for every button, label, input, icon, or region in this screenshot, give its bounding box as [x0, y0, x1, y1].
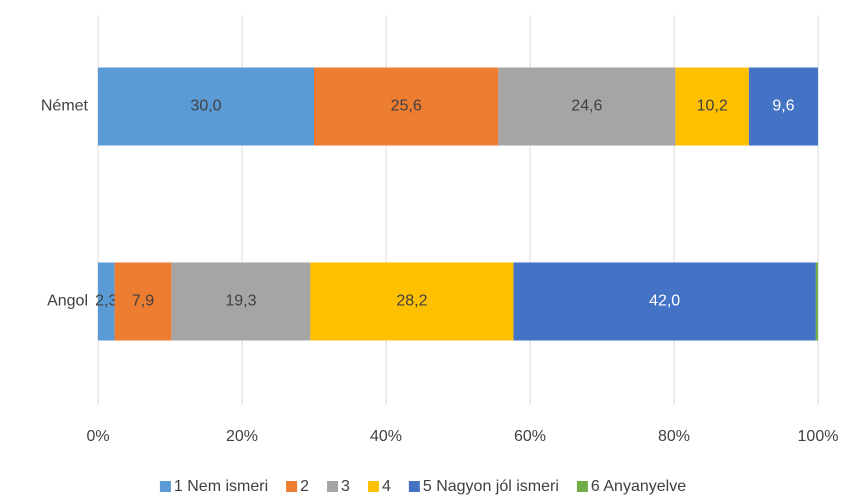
x-tick-label: 20% — [226, 428, 258, 445]
bar-segment — [675, 67, 749, 146]
data-label: 9,6 — [772, 98, 794, 115]
bar-segment — [748, 67, 818, 146]
x-tick-label: 80% — [658, 428, 690, 445]
data-label: 28,2 — [396, 293, 427, 310]
bar-segment — [498, 67, 676, 146]
bar-segment — [171, 262, 311, 341]
x-tick-label: 0% — [86, 428, 109, 445]
legend-label: 2 — [300, 478, 309, 495]
x-tick-label: 40% — [370, 428, 402, 445]
bar-segment — [314, 67, 499, 146]
data-label: 30,0 — [190, 98, 221, 115]
bar-segment — [513, 262, 816, 341]
legend-label: 5 Nagyon jól ismeri — [423, 478, 559, 495]
y-tick-label: Német — [41, 98, 89, 115]
legend-swatch — [367, 481, 379, 492]
data-label: 42,0 — [649, 293, 680, 310]
legend-label: 4 — [382, 478, 391, 495]
legend-swatch — [576, 481, 588, 492]
legend-label: 6 Anyanyelve — [591, 478, 686, 495]
y-tick-label: Angol — [47, 293, 88, 310]
legend-label: 1 Nem ismeri — [174, 478, 268, 495]
data-label: 10,2 — [697, 98, 728, 115]
data-label: 25,6 — [391, 98, 422, 115]
legend-label: 3 — [341, 478, 350, 495]
bar-segment — [98, 262, 115, 341]
x-tick-label: 60% — [514, 428, 546, 445]
legend-swatch — [286, 481, 298, 492]
bar-segment — [98, 67, 314, 146]
bar-segment — [114, 262, 172, 341]
data-label: 2,3 — [95, 293, 117, 310]
legend-swatch — [327, 481, 339, 492]
legend-swatch — [159, 481, 171, 492]
x-tick-label: 100% — [798, 428, 839, 445]
data-label: 7,9 — [132, 293, 154, 310]
legend-swatch — [408, 481, 420, 492]
bar-segment — [815, 262, 818, 341]
data-label: 19,3 — [225, 293, 256, 310]
data-label: 24,6 — [571, 98, 602, 115]
bar-segment — [310, 262, 514, 341]
